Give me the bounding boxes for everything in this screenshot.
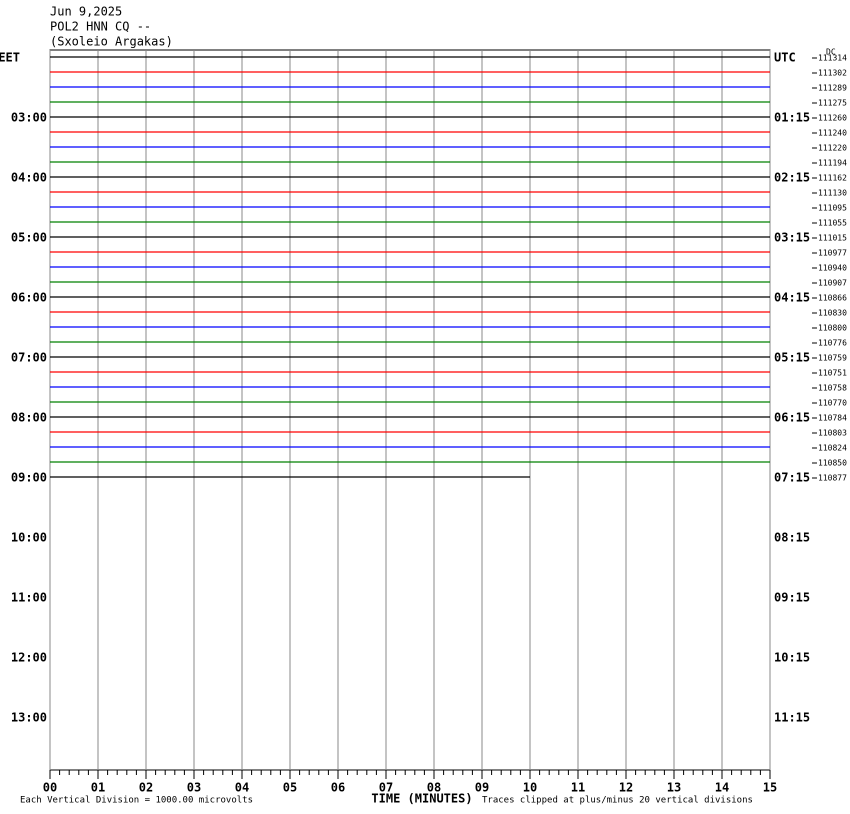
left-time-label: 08:00: [11, 411, 47, 425]
x-tick-label: 01: [91, 781, 105, 795]
right-time-label: 02:15: [774, 171, 810, 185]
x-tick-label: 08: [427, 781, 441, 795]
dc-value: 111220: [818, 144, 847, 153]
dc-value: 111095: [818, 204, 847, 213]
x-tick-label: 11: [571, 781, 585, 795]
dc-value: 111194: [818, 159, 847, 168]
x-tick-label: 00: [43, 781, 57, 795]
x-tick-label: 13: [667, 781, 681, 795]
header-date: Jun 9,2025: [50, 5, 122, 19]
dc-value: 110850: [818, 459, 847, 468]
x-tick-label: 09: [475, 781, 489, 795]
right-time-label: 01:15: [774, 111, 810, 125]
right-time-label: 07:15: [774, 471, 810, 485]
x-tick-label: 07: [379, 781, 393, 795]
left-time-label: 09:00: [11, 471, 47, 485]
dc-value: 110824: [818, 444, 847, 453]
left-time-label: 07:00: [11, 351, 47, 365]
dc-value: 110830: [818, 309, 847, 318]
scale-note: Each Vertical Division = 1000.00 microvo…: [20, 796, 253, 806]
dc-value: 110759: [818, 354, 847, 363]
left-time-label: 05:00: [11, 231, 47, 245]
x-tick-label: 03: [187, 781, 201, 795]
left-time-label: 06:00: [11, 291, 47, 305]
dc-value: 110907: [818, 279, 847, 288]
right-time-label: 10:15: [774, 651, 810, 665]
right-time-label: 03:15: [774, 231, 810, 245]
dc-value: 111130: [818, 189, 847, 198]
x-tick-label: 06: [331, 781, 345, 795]
header-station: POL2 HNN CQ --: [50, 20, 151, 34]
left-time-label: 10:00: [11, 531, 47, 545]
dc-value: 111289: [818, 84, 847, 93]
x-tick-label: 05: [283, 781, 297, 795]
x-tick-label: 02: [139, 781, 153, 795]
dc-value: 110770: [818, 399, 847, 408]
dc-value: 111314: [818, 54, 847, 63]
dc-value: 111055: [818, 219, 847, 228]
x-tick-label: 04: [235, 781, 249, 795]
x-tick-label: 10: [523, 781, 537, 795]
right-time-label: 09:15: [774, 591, 810, 605]
left-time-label: 12:00: [11, 651, 47, 665]
x-tick-label: 14: [715, 781, 729, 795]
dc-label: DC: [826, 48, 836, 57]
dc-value: 111260: [818, 114, 847, 123]
right-time-label: 11:15: [774, 711, 810, 725]
left-time-label: 11:00: [11, 591, 47, 605]
dc-value: 110758: [818, 384, 847, 393]
dc-value: 110977: [818, 249, 847, 258]
dc-value: 111240: [818, 129, 847, 138]
x-axis-label: TIME (MINUTES): [371, 792, 472, 806]
dc-value: 111015: [818, 234, 847, 243]
header-site: (Sxoleio Argakas): [50, 35, 173, 49]
dc-value: 110800: [818, 324, 847, 333]
right-time-label: 05:15: [774, 351, 810, 365]
dc-value: 111302: [818, 69, 847, 78]
right-time-label: UTC: [774, 51, 796, 65]
x-tick-label: 12: [619, 781, 633, 795]
dc-value: 111275: [818, 99, 847, 108]
left-time-label: EET: [0, 51, 20, 65]
dc-value: 110803: [818, 429, 847, 438]
x-tick-label: 15: [763, 781, 777, 795]
dc-value: 110877: [818, 474, 847, 483]
left-time-label: 13:00: [11, 711, 47, 725]
dc-value: 110751: [818, 369, 847, 378]
left-time-label: 03:00: [11, 111, 47, 125]
dc-value: 110940: [818, 264, 847, 273]
dc-value: 110866: [818, 294, 847, 303]
right-time-label: 08:15: [774, 531, 810, 545]
dc-value: 111162: [818, 174, 847, 183]
right-time-label: 06:15: [774, 411, 810, 425]
plot-frame: [49, 49, 771, 771]
dc-value: 110784: [818, 414, 847, 423]
left-time-label: 04:00: [11, 171, 47, 185]
clip-note: Traces clipped at plus/minus 20 vertical…: [482, 796, 753, 806]
dc-value: 110776: [818, 339, 847, 348]
right-time-label: 04:15: [774, 291, 810, 305]
